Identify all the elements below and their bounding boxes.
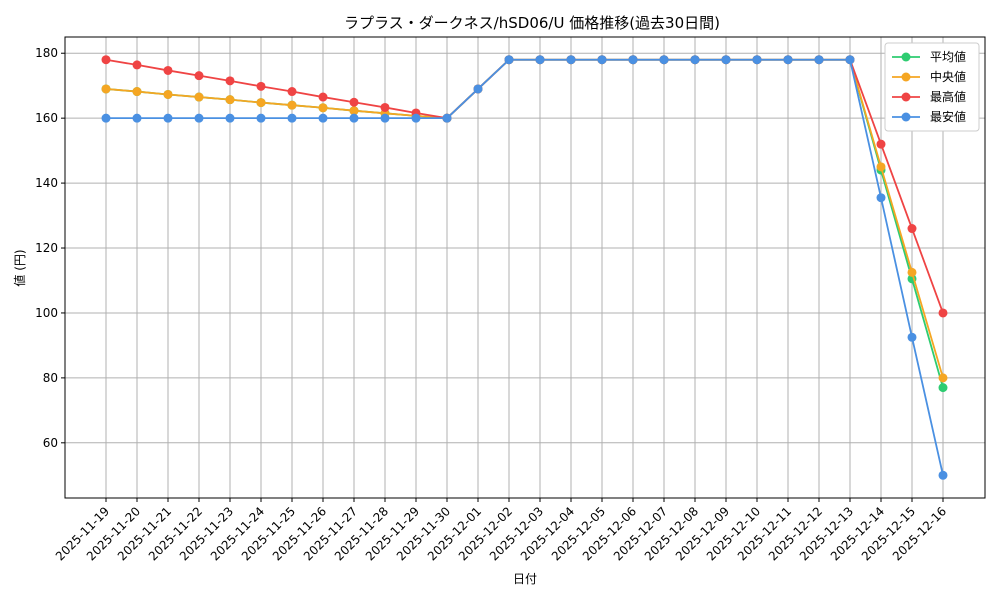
data-point (504, 55, 514, 65)
data-point (194, 71, 204, 81)
data-point (349, 113, 359, 123)
y-axis-label: 値 (円) (12, 249, 27, 286)
data-point (876, 139, 886, 149)
data-point (225, 113, 235, 123)
legend-box (884, 42, 980, 132)
series-line (105, 58, 944, 388)
legend-label: 最高値 (930, 89, 966, 104)
y-tick-label: 140 (35, 176, 58, 190)
data-point (752, 55, 762, 65)
data-point (597, 55, 607, 65)
series-3 (101, 55, 948, 480)
data-point (566, 55, 576, 65)
legend-marker (901, 92, 911, 102)
data-point (194, 92, 204, 102)
data-point (101, 113, 111, 123)
data-point (349, 106, 359, 116)
data-point (938, 383, 948, 393)
series-0 (101, 55, 948, 393)
y-tick-label: 180 (35, 46, 58, 60)
data-point (938, 470, 948, 480)
data-point (380, 102, 390, 112)
series-line (106, 58, 944, 476)
data-point (163, 65, 173, 75)
data-point (814, 55, 824, 65)
y-tick-label: 80 (43, 371, 58, 385)
data-point (907, 332, 917, 342)
data-point (132, 60, 142, 70)
data-point (256, 98, 266, 108)
data-point (721, 55, 731, 65)
y-axis-ticks: 60 80 100 120 140 160 180 (35, 46, 65, 450)
legend-marker (901, 72, 911, 82)
plot-frame (64, 36, 986, 499)
series-2 (101, 55, 948, 318)
data-point (876, 193, 886, 203)
data-point (690, 55, 700, 65)
data-point (938, 373, 948, 383)
series-layer (101, 55, 948, 480)
data-point (876, 162, 886, 172)
data-point (411, 113, 421, 123)
data-point (442, 113, 452, 123)
data-point (907, 224, 917, 234)
data-point (101, 55, 111, 65)
y-tick-label: 60 (43, 436, 58, 450)
y-tick-label: 160 (35, 111, 58, 125)
data-point (287, 100, 297, 110)
data-point (132, 113, 142, 123)
series-line (105, 58, 944, 379)
y-tick-label: 120 (35, 241, 58, 255)
data-point (349, 97, 359, 107)
x-axis-ticks: 2025-11-192025-11-202025-11-212025-11-22… (53, 498, 949, 563)
series-1 (101, 55, 948, 383)
legend-label: 最安値 (930, 109, 966, 124)
y-tick-label: 100 (35, 306, 58, 320)
data-point (659, 55, 669, 65)
data-point (907, 267, 917, 277)
data-point (256, 113, 266, 123)
data-point (194, 113, 204, 123)
data-point (132, 87, 142, 97)
data-point (163, 89, 173, 99)
data-point (380, 113, 390, 123)
legend-label: 平均値 (930, 49, 966, 64)
data-point (845, 55, 855, 65)
legend-marker (901, 52, 911, 62)
x-axis-label: 日付 (513, 572, 537, 586)
data-point (783, 55, 793, 65)
data-point (256, 81, 266, 91)
data-point (535, 55, 545, 65)
data-point (473, 84, 483, 94)
data-point (628, 55, 638, 65)
data-point (225, 95, 235, 105)
data-point (101, 84, 111, 94)
data-point (225, 76, 235, 86)
legend-label: 中央値 (930, 69, 966, 84)
chart-title: ラプラス・ダークネス/hSD06/U 価格推移(過去30日間) (344, 14, 720, 32)
data-point (287, 113, 297, 123)
data-point (318, 92, 328, 102)
data-point (318, 103, 328, 113)
data-point (318, 113, 328, 123)
data-point (938, 308, 948, 318)
grid (65, 37, 985, 498)
data-point (163, 113, 173, 123)
data-point (287, 87, 297, 97)
legend-marker (901, 112, 911, 122)
